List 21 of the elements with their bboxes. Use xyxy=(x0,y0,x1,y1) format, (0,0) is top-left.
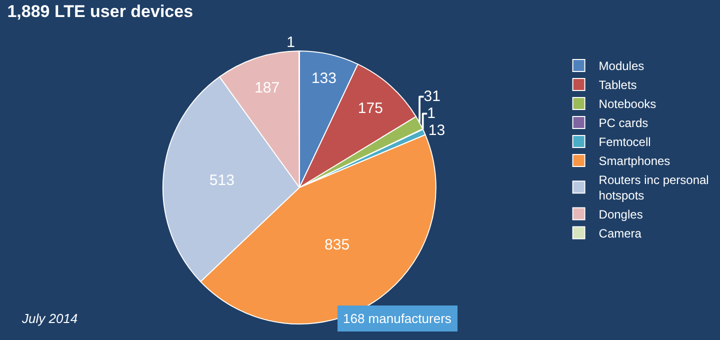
data-label: 31 xyxy=(424,88,440,106)
legend-label: Notebooks xyxy=(598,97,656,112)
legend-label: Tablets xyxy=(598,78,637,92)
legend-label: PC cards xyxy=(598,116,648,130)
data-label: 1 xyxy=(286,34,295,51)
text: July 2014 xyxy=(21,311,78,326)
legend-label: Camera xyxy=(598,226,642,240)
chart-title: 1,889 LTE user devices xyxy=(7,2,194,21)
legend-label: Routers inc personal hotspots xyxy=(598,172,709,203)
legend-label: Femtocell xyxy=(598,135,651,150)
data-label: 13 xyxy=(428,122,446,140)
text: 168 manufacturers xyxy=(343,311,452,326)
legend-label: Smartphones xyxy=(598,154,670,168)
data-label: 175 xyxy=(358,100,383,118)
data-label: 133 xyxy=(311,70,336,87)
data-label: 835 xyxy=(324,236,350,254)
data-label: 513 xyxy=(209,172,234,189)
legend-label: Dongles xyxy=(598,207,643,222)
data-label: 187 xyxy=(254,80,280,97)
data-label: 1 xyxy=(427,105,436,122)
legend-label: Modules xyxy=(598,59,644,74)
